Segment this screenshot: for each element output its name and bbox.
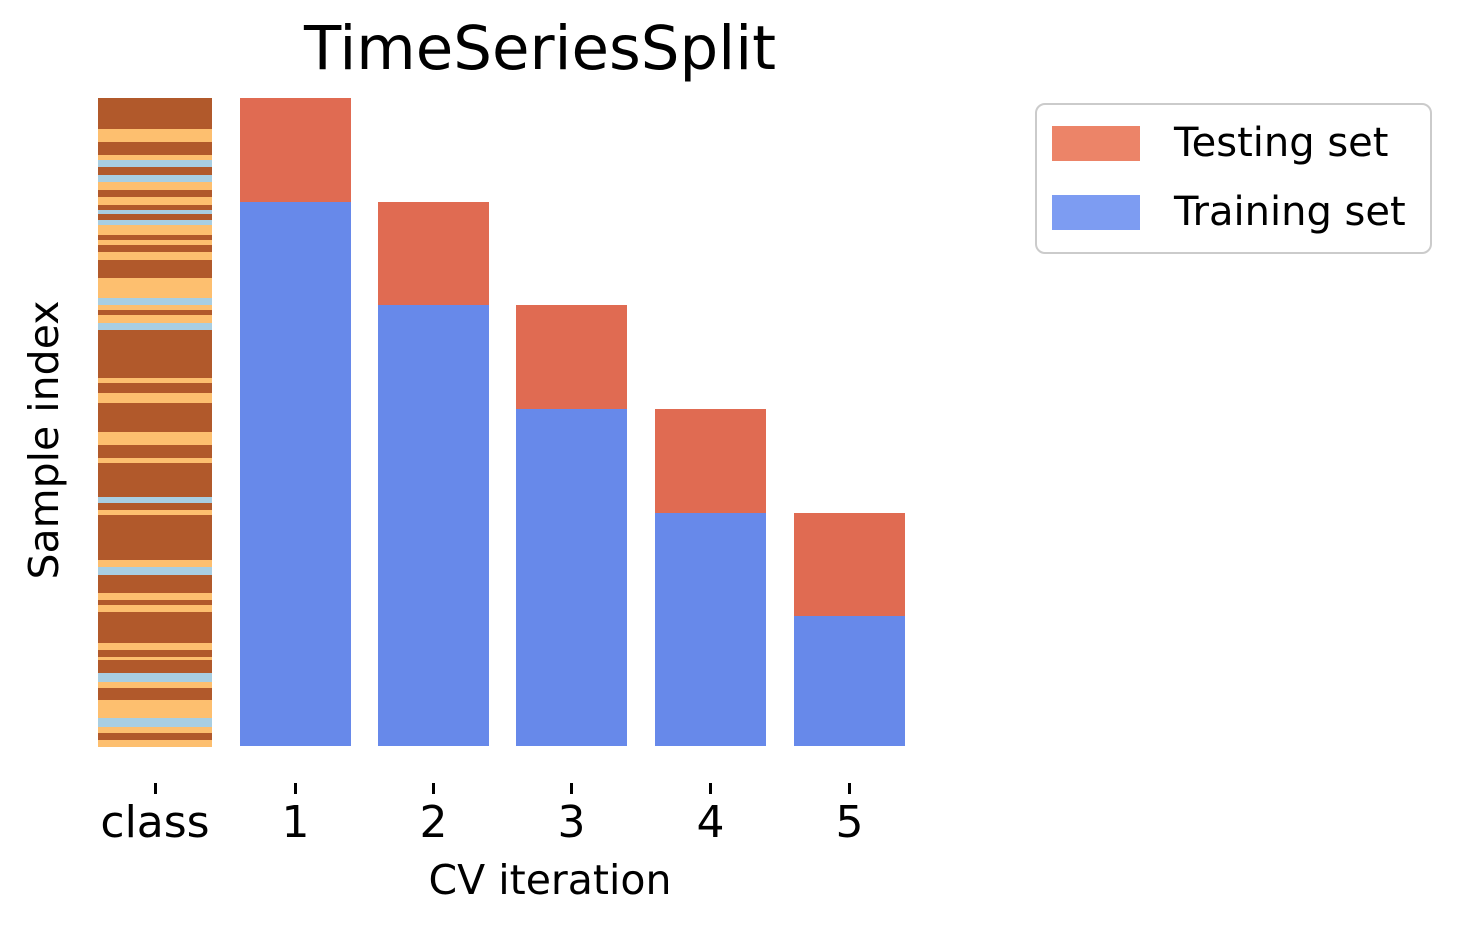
x-tick-label-class: class [100,797,210,848]
train-segment [655,512,766,746]
class-stripe [98,245,212,252]
class-stripe [98,240,212,245]
cv-bar-3 [516,305,627,746]
x-tick [570,783,573,794]
class-stripe [98,567,212,575]
class-stripe [98,575,212,593]
x-tick-label-1: 1 [281,797,310,848]
cv-bar-5 [794,512,905,746]
class-stripe [98,167,212,175]
class-stripe [98,458,212,463]
class-stripe [98,605,212,612]
legend-item-training-set: Training set [1052,190,1414,234]
cv-bar-1 [240,98,351,746]
class-stripe [98,220,212,225]
class-stripe [98,445,212,458]
train-segment [794,616,905,746]
cv-bar-4 [655,409,766,746]
class-stripe [98,160,212,167]
class-stripe [98,278,212,298]
class-stripe [98,129,212,142]
class-stripe [98,155,212,160]
class-stripe [98,503,212,510]
cv-bar-2 [378,201,489,746]
x-tick [848,783,851,794]
x-tick-label-3: 3 [557,797,586,848]
class-stripe [98,718,212,727]
class-stripe [98,315,212,323]
test-segment [516,305,627,410]
class-stripe [98,225,212,235]
class-stripe [98,98,212,129]
chart-title: TimeSeriesSplit [303,13,777,84]
class-column [98,98,212,747]
x-tick-label-5: 5 [835,797,864,848]
legend-label-testing: Testing set [1174,120,1389,166]
legend-label-training: Training set [1174,189,1406,235]
class-stripe [98,383,212,393]
class-stripe [98,305,212,310]
test-segment [378,201,489,306]
class-stripe [98,252,212,260]
class-stripe [98,612,212,643]
x-tick [709,783,712,794]
class-stripe [98,393,212,403]
class-stripe [98,378,212,383]
x-tick [294,783,297,794]
class-stripe [98,403,212,432]
class-stripe [98,463,212,497]
class-stripe [98,727,212,733]
class-stripe [98,740,212,747]
training-set-swatch [1052,194,1140,230]
class-stripe [98,560,212,567]
legend: Testing set Training set [1035,103,1432,254]
test-segment [794,512,905,617]
class-stripe [98,205,212,210]
class-stripe [98,323,212,330]
y-axis-label: Sample index [20,300,68,580]
class-stripe [98,197,212,205]
class-stripe [98,673,212,682]
train-segment [378,305,489,746]
class-stripe [98,643,212,650]
class-stripe [98,432,212,445]
x-tick [432,783,435,794]
x-tick [153,783,157,794]
train-segment [516,409,627,746]
class-stripe [98,660,212,673]
class-stripe [98,688,212,700]
class-stripe [98,510,212,515]
class-stripe [98,142,212,155]
class-stripe [98,310,212,315]
class-stripe [98,214,212,220]
class-stripe [98,682,212,688]
x-axis-label: CV iteration [428,856,672,904]
class-stripe [98,182,212,190]
legend-item-testing-set: Testing set [1052,121,1414,165]
class-stripe [98,650,212,657]
train-segment [240,201,351,746]
x-tick-label-4: 4 [696,797,725,848]
testing-set-swatch [1052,125,1140,161]
class-stripe [98,515,212,560]
test-segment [240,98,351,202]
x-tick-label-2: 2 [419,797,448,848]
class-stripe [98,733,212,740]
class-stripe [98,298,212,305]
class-stripe [98,593,212,600]
class-stripe [98,260,212,278]
class-stripe [98,700,212,718]
class-stripe [98,210,212,214]
class-stripe [98,190,212,197]
class-stripe [98,235,212,240]
class-stripe [98,175,212,182]
class-stripe [98,657,212,660]
class-stripe [98,497,212,503]
class-stripe [98,330,212,378]
class-stripe [98,600,212,605]
test-segment [655,409,766,513]
